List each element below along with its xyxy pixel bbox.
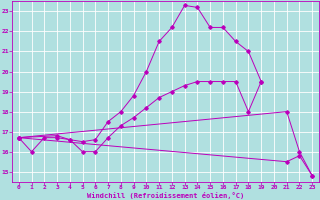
X-axis label: Windchill (Refroidissement éolien,°C): Windchill (Refroidissement éolien,°C) <box>87 192 244 199</box>
